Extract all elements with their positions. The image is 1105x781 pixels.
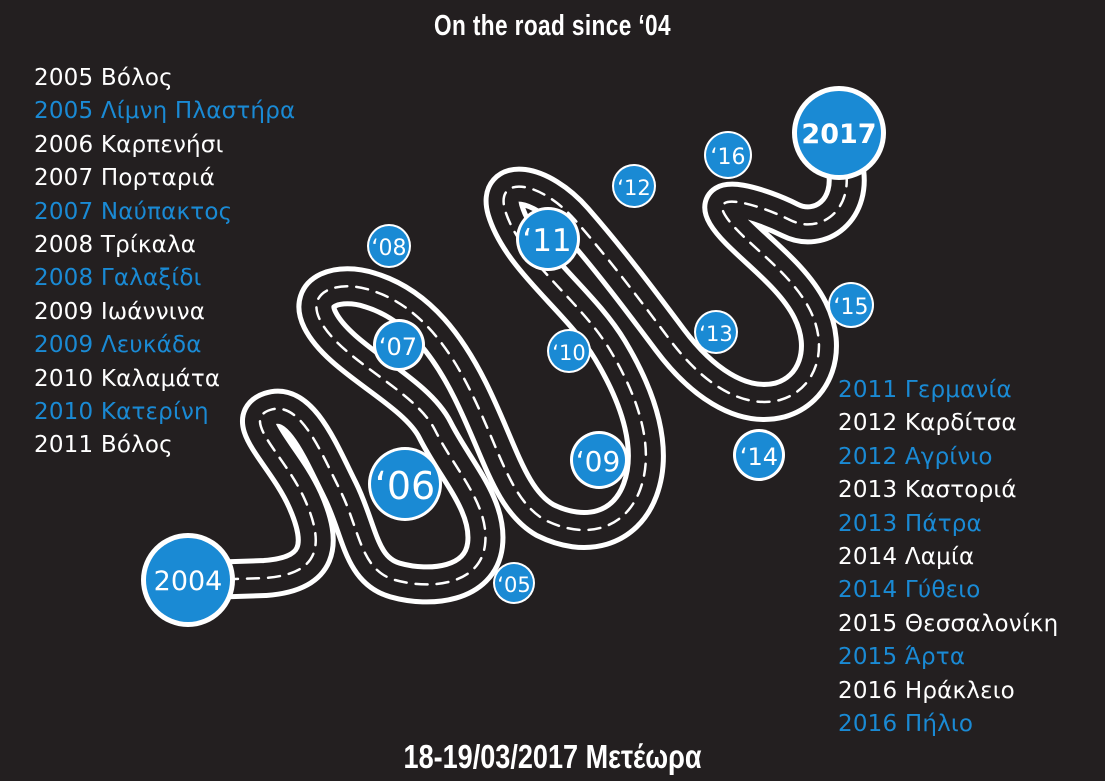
list-item: 2008 Γαλαξίδι xyxy=(34,265,202,292)
milestone-label: ‘08 xyxy=(372,236,407,261)
list-item: 2007 Ναύπακτος xyxy=(34,198,233,225)
list-item: 2010 Καλαμάτα xyxy=(34,365,221,392)
list-item: 2014 Λαμία xyxy=(838,544,975,571)
milestone-14: ‘14 xyxy=(733,429,785,481)
page-title: On the road since ‘04 xyxy=(434,10,671,42)
list-item: 2010 Κατερίνη xyxy=(34,399,209,426)
milestone-label: ‘13 xyxy=(699,322,732,346)
list-item: 2006 Καρπενήσι xyxy=(34,131,224,158)
milestone-label: 2004 xyxy=(154,566,223,597)
list-item: 2011 Γερμανία xyxy=(838,377,1012,403)
milestone-12: ‘12 xyxy=(612,164,656,208)
milestone-label: ‘11 xyxy=(522,223,571,259)
list-item: 2012 Καρδίτσα xyxy=(838,410,1017,437)
list-item: 2014 Γύθειο xyxy=(838,577,981,604)
destinations-list-right: 2011 Γερμανία 2012 Καρδίτσα 2012 Αγρίνιο… xyxy=(838,374,1058,741)
milestone-08: ‘08 xyxy=(367,224,411,268)
milestone-label: ‘06 xyxy=(375,464,435,508)
milestone-13: ‘13 xyxy=(694,310,738,354)
list-item: 2015 Θεσσαλονίκη xyxy=(838,610,1059,637)
event-footer: 18-19/03/2017 Μετέωρα xyxy=(403,738,702,775)
milestone-2004: 2004 xyxy=(141,533,235,627)
road xyxy=(185,145,867,605)
milestone-label: ‘15 xyxy=(834,295,869,320)
list-item: 2013 Καστοριά xyxy=(838,477,1017,504)
road-center-line xyxy=(203,163,848,586)
milestone-05: ‘05 xyxy=(493,562,535,604)
milestone-label: ‘10 xyxy=(552,341,585,365)
milestone-10: ‘10 xyxy=(547,329,591,373)
list-item: 2016 Πήλιο xyxy=(838,711,974,738)
milestone-2017: 2017 xyxy=(792,86,886,180)
list-item: 2012 Αγρίνιο xyxy=(838,443,993,470)
milestone-label: ‘14 xyxy=(740,443,778,471)
list-item: 2008 Τρίκαλα xyxy=(34,232,197,259)
milestone-label: 2017 xyxy=(801,119,876,150)
list-item: 2005 Λίμνη Πλαστήρα xyxy=(34,98,296,125)
milestone-15: ‘15 xyxy=(828,282,874,328)
milestone-label: ‘07 xyxy=(379,333,417,361)
milestone-09: ‘09 xyxy=(570,431,628,489)
milestone-label: ‘12 xyxy=(617,176,650,200)
destinations-list-left: 2005 Βόλος 2005 Λίμνη Πλαστήρα 2006 Καρπ… xyxy=(34,62,295,463)
milestone-label: ‘09 xyxy=(576,445,621,478)
list-item: 2016 Ηράκλειο xyxy=(838,677,1015,704)
list-item: 2005 Βόλος xyxy=(34,65,173,91)
milestone-11: ‘11 xyxy=(516,207,580,271)
milestone-16: ‘16 xyxy=(704,131,752,179)
list-item: 2009 Ιωάννινα xyxy=(34,298,206,325)
milestone-07: ‘07 xyxy=(373,319,425,371)
milestone-06: ‘06 xyxy=(368,447,442,521)
list-item: 2013 Πάτρα xyxy=(838,510,982,537)
milestone-label: ‘16 xyxy=(711,145,746,170)
list-item: 2011 Βόλος xyxy=(34,432,173,459)
milestone-label: ‘05 xyxy=(497,573,530,597)
list-item: 2015 Άρτα xyxy=(838,644,966,671)
list-item: 2007 Πορταριά xyxy=(34,165,215,192)
list-item: 2009 Λευκάδα xyxy=(34,332,202,359)
